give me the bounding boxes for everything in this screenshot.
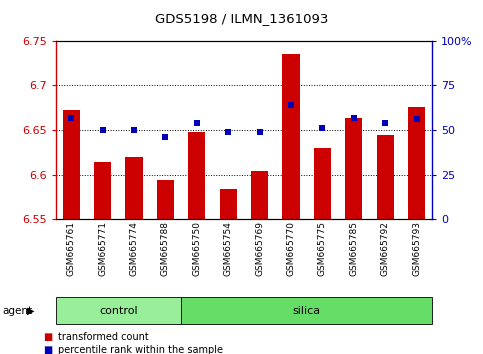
Bar [377,136,394,219]
Text: silica: silica [293,306,321,316]
Bar [188,132,205,219]
Text: control: control [99,306,138,316]
Bar [408,107,425,219]
Text: GDS5198 / ILMN_1361093: GDS5198 / ILMN_1361093 [155,12,328,25]
Bar [314,148,331,219]
Bar [283,54,299,219]
Text: agent: agent [2,306,32,316]
Text: ▶: ▶ [27,306,34,316]
Text: ■: ■ [43,332,53,342]
Bar [126,157,142,219]
Text: percentile rank within the sample: percentile rank within the sample [58,345,223,354]
Bar [220,189,237,219]
Text: ■: ■ [43,345,53,354]
Bar [157,180,174,219]
Bar [345,118,362,219]
Text: transformed count: transformed count [58,332,149,342]
Bar [251,171,268,219]
Bar [63,110,80,219]
Bar [94,162,111,219]
